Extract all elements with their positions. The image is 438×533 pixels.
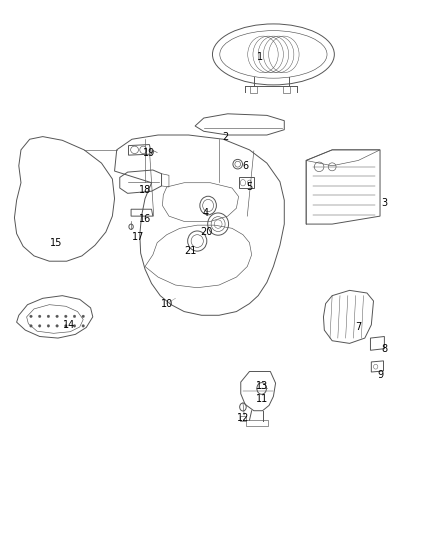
Ellipse shape	[47, 325, 49, 327]
Ellipse shape	[73, 325, 76, 327]
Text: 8: 8	[381, 344, 388, 354]
Text: 18: 18	[139, 184, 151, 195]
Text: 1: 1	[257, 52, 263, 62]
Ellipse shape	[73, 315, 76, 318]
Text: 15: 15	[49, 238, 62, 248]
Text: 21: 21	[184, 246, 197, 256]
Text: 6: 6	[242, 161, 248, 171]
Text: 10: 10	[161, 298, 173, 309]
Text: 16: 16	[139, 214, 151, 224]
Ellipse shape	[56, 315, 58, 318]
Ellipse shape	[30, 325, 32, 327]
Text: 4: 4	[203, 208, 209, 219]
Text: 17: 17	[132, 232, 145, 243]
Ellipse shape	[47, 315, 49, 318]
Text: 19: 19	[143, 148, 155, 158]
Text: 9: 9	[377, 370, 383, 380]
Text: 7: 7	[355, 322, 361, 333]
Ellipse shape	[39, 325, 41, 327]
Ellipse shape	[82, 325, 85, 327]
Text: 14: 14	[63, 320, 75, 330]
Ellipse shape	[30, 315, 32, 318]
Text: 11: 11	[256, 394, 268, 404]
Text: 5: 5	[246, 182, 253, 192]
Text: 3: 3	[381, 198, 388, 208]
Ellipse shape	[64, 325, 67, 327]
Text: 12: 12	[237, 413, 249, 423]
Text: 13: 13	[256, 381, 268, 391]
Ellipse shape	[56, 325, 58, 327]
Text: 20: 20	[200, 227, 212, 237]
Ellipse shape	[39, 315, 41, 318]
Ellipse shape	[82, 315, 85, 318]
Text: 2: 2	[223, 132, 229, 142]
Ellipse shape	[64, 315, 67, 318]
